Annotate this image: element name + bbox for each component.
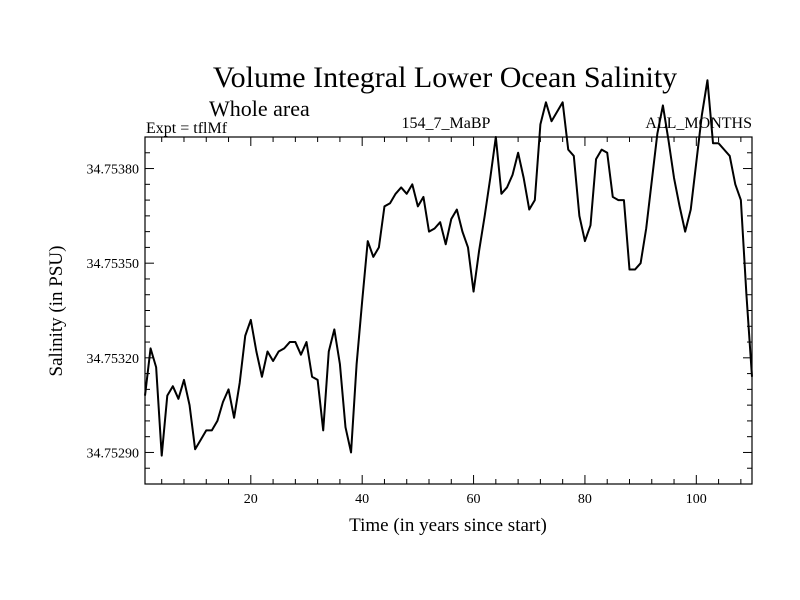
x-tick-label: 80 <box>578 492 592 507</box>
chart-subtitle: Whole area <box>209 96 310 121</box>
x-tick-label: 60 <box>467 492 481 507</box>
plot-frame <box>144 136 753 485</box>
x-tick-label: 40 <box>355 492 369 507</box>
series-line-salinity <box>144 79 753 457</box>
x-tick-label: 100 <box>686 492 707 507</box>
y-tick-label: 34.75380 <box>87 163 140 178</box>
y-tick-label: 34.75290 <box>87 446 140 461</box>
axis-tick-labels: 20 40 60 80 100 34.75290 34.75320 34.75350 34.75… <box>87 163 707 507</box>
months-label: ALL_MONTHS <box>645 115 752 132</box>
y-axis-label: Salinity (in PSU) <box>46 246 67 377</box>
axis-ticks <box>145 137 752 484</box>
chart-title: Volume Integral Lower Ocean Salinity <box>213 61 677 94</box>
series-group <box>144 79 753 457</box>
y-tick-label: 34.75350 <box>87 257 140 272</box>
x-tick-label: 20 <box>244 492 258 507</box>
experiment-label: Expt = tflMf <box>146 120 228 137</box>
y-tick-label: 34.75320 <box>87 352 140 367</box>
x-axis-label: Time (in years since start) <box>349 515 547 536</box>
run-id-label: 154_7_MaBP <box>402 115 491 132</box>
